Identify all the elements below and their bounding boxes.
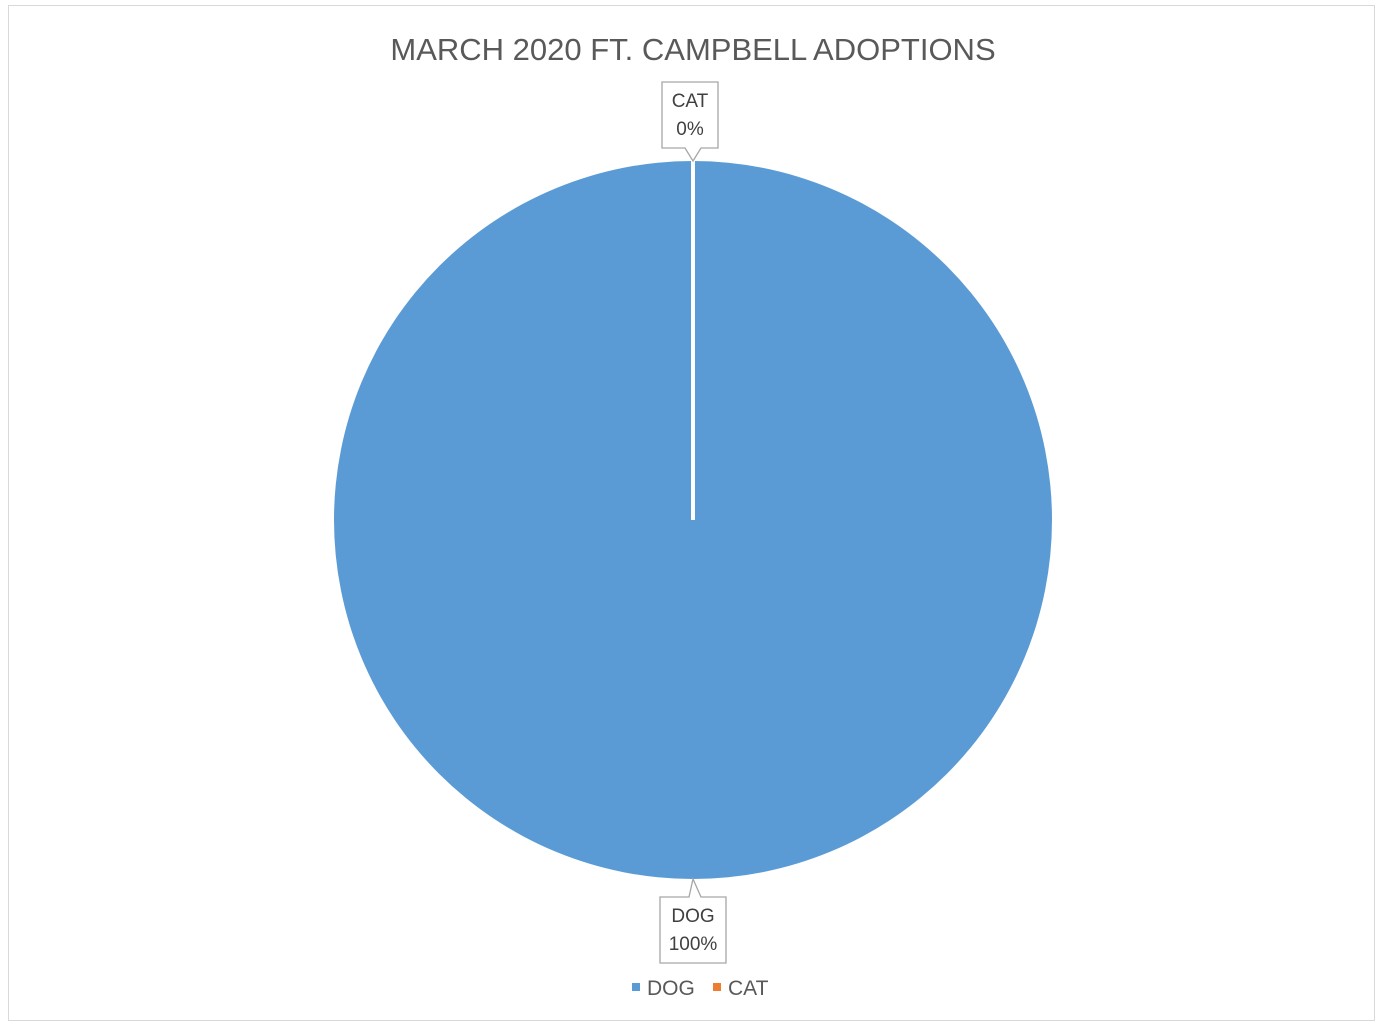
data-label-cat: CAT 0%	[661, 81, 719, 163]
data-label-dog: DOG 100%	[659, 876, 727, 964]
legend-label: CAT	[728, 977, 769, 1000]
legend: DOG CAT	[632, 977, 769, 1000]
callout-box	[659, 876, 727, 964]
callout-box	[661, 81, 719, 163]
data-labels: DOG 100% CAT 0%	[659, 81, 727, 964]
legend-item-cat: CAT	[713, 977, 769, 1000]
data-label-category: DOG	[671, 906, 714, 927]
legend-swatch	[632, 983, 640, 991]
data-label-percent: 0%	[676, 119, 704, 140]
data-label-category: CAT	[672, 91, 709, 112]
chart-title: MARCH 2020 FT. CAMPBELL ADOPTIONS	[390, 32, 995, 67]
legend-item-dog: DOG	[632, 977, 695, 1000]
legend-swatch	[713, 983, 721, 991]
pie-slices	[334, 161, 1052, 879]
legend-label: DOG	[647, 977, 695, 1000]
data-label-percent: 100%	[669, 934, 718, 955]
